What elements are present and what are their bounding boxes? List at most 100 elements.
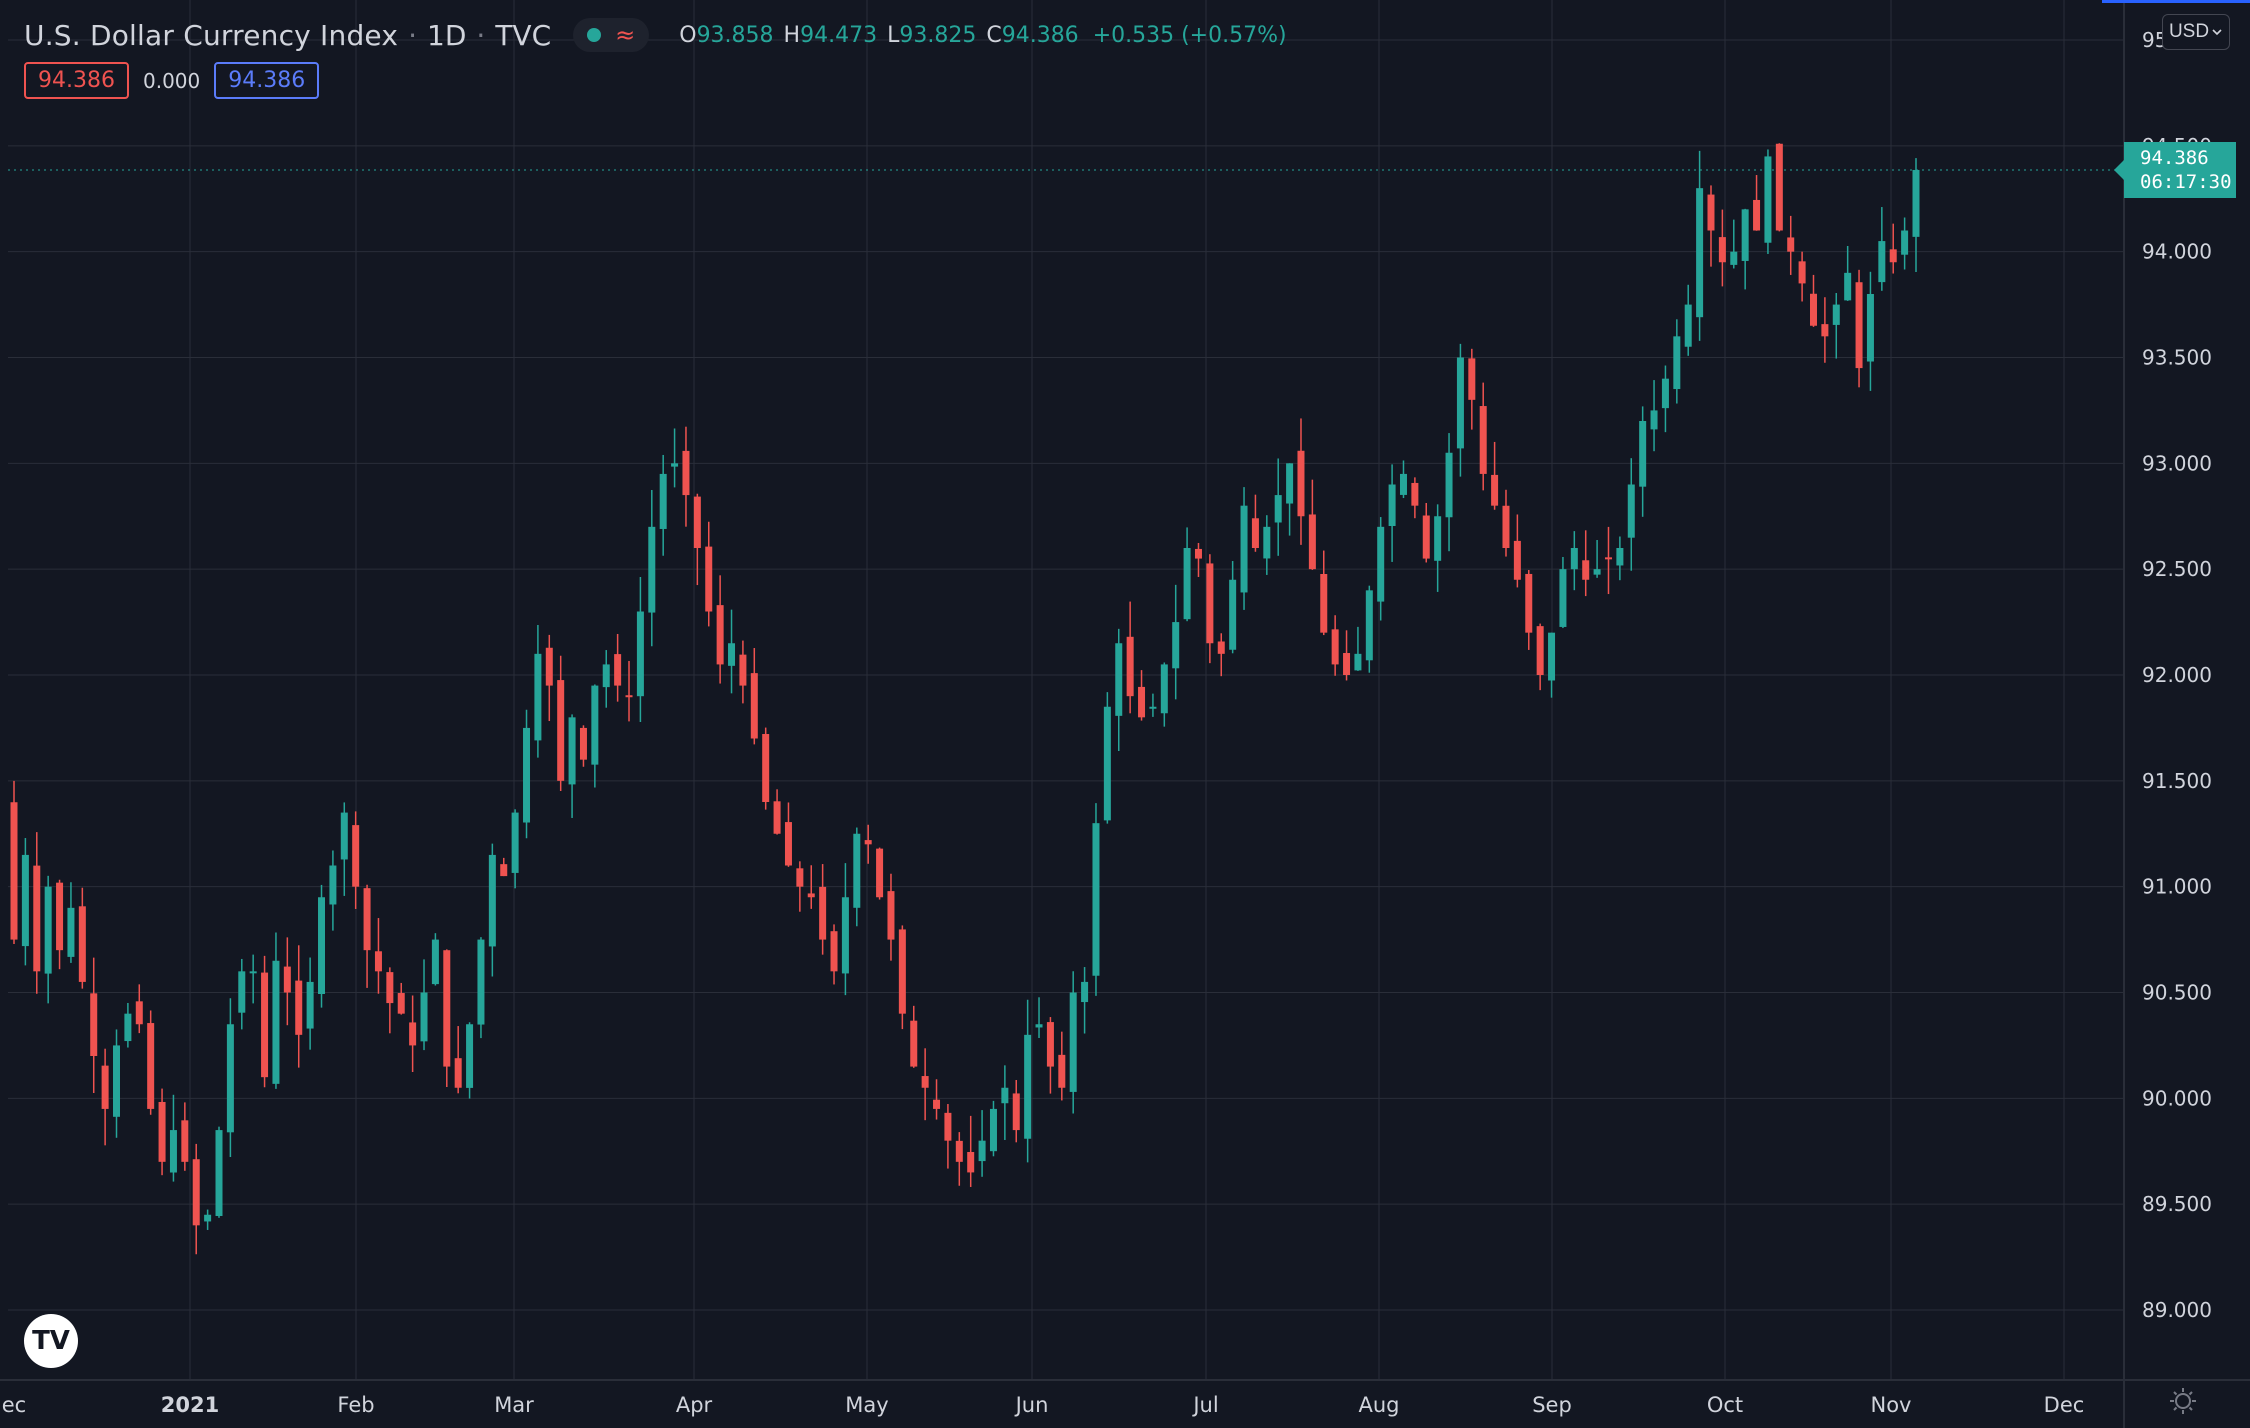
candle-body bbox=[56, 882, 64, 951]
candle bbox=[1445, 433, 1453, 552]
candle bbox=[101, 1048, 109, 1146]
candle-body bbox=[1809, 293, 1817, 326]
candle bbox=[44, 875, 52, 1004]
candle bbox=[1012, 1080, 1020, 1143]
interval-label[interactable]: 1D bbox=[427, 18, 467, 52]
candle bbox=[374, 918, 382, 994]
candle-body bbox=[1251, 518, 1259, 548]
candle bbox=[409, 995, 417, 1072]
candle bbox=[1194, 542, 1202, 577]
candle-body bbox=[1559, 569, 1567, 627]
candle bbox=[454, 1026, 462, 1094]
candle-body bbox=[1456, 357, 1464, 449]
indicator-value-box[interactable]: 94.386 bbox=[214, 62, 320, 99]
candle-body bbox=[340, 812, 348, 860]
candle-body bbox=[807, 893, 815, 898]
candle-body bbox=[1103, 706, 1111, 821]
price-tick-label: 90.000 bbox=[2142, 1086, 2212, 1110]
separator: · bbox=[476, 18, 486, 52]
candle-body bbox=[1115, 643, 1123, 716]
candle-body bbox=[1388, 484, 1396, 527]
candle-body bbox=[1399, 473, 1407, 495]
tradingview-logo-icon[interactable]: TV bbox=[24, 1314, 78, 1368]
candle bbox=[853, 827, 861, 927]
time-tick-label: 2021 bbox=[161, 1393, 219, 1417]
candle bbox=[716, 575, 724, 684]
candle-body bbox=[955, 1140, 963, 1162]
candle-body bbox=[1661, 378, 1669, 409]
symbol-header: U.S. Dollar Currency Index · 1D · TVC ≈ … bbox=[24, 14, 1287, 56]
candle-body bbox=[1525, 573, 1533, 633]
time-axis[interactable]: ec 2021 Feb Mar Apr May Jun Jul Aug Sep Oct Nov Dec bbox=[0, 1379, 2250, 1417]
candle bbox=[124, 1002, 132, 1048]
candle bbox=[1331, 615, 1339, 676]
candle-body bbox=[1206, 563, 1214, 644]
candle-body bbox=[728, 643, 736, 666]
candle-body bbox=[819, 886, 827, 940]
candle bbox=[1058, 1031, 1066, 1101]
candle bbox=[283, 937, 291, 1026]
candle-body bbox=[1741, 209, 1749, 261]
candle-body bbox=[443, 950, 451, 1067]
candle bbox=[1661, 365, 1669, 433]
time-tick-label: ec bbox=[2, 1393, 26, 1417]
candle bbox=[1718, 209, 1726, 287]
low-value: 93.825 bbox=[899, 22, 977, 48]
candle bbox=[397, 982, 405, 1015]
candle bbox=[978, 1110, 986, 1177]
candle-body bbox=[1718, 237, 1726, 263]
candle bbox=[1092, 803, 1100, 996]
candle-body bbox=[1479, 406, 1487, 474]
candle-body bbox=[169, 1130, 177, 1173]
price-tick-label: 91.000 bbox=[2142, 875, 2212, 899]
candle-body bbox=[1604, 557, 1612, 560]
last-price-value: 94.386 bbox=[2140, 146, 2209, 169]
candle-body bbox=[1570, 548, 1578, 570]
candle bbox=[56, 879, 64, 970]
gear-icon[interactable] bbox=[2168, 1386, 2198, 1416]
candle-body bbox=[830, 931, 838, 972]
candle-body bbox=[648, 526, 656, 613]
candle-body bbox=[1673, 336, 1681, 390]
candle bbox=[169, 1094, 177, 1182]
candle-body bbox=[1308, 514, 1316, 570]
candle-body bbox=[1468, 358, 1476, 400]
candle-body bbox=[967, 1152, 975, 1173]
candle-body bbox=[1160, 664, 1168, 714]
candle bbox=[1103, 692, 1111, 824]
candle bbox=[864, 824, 872, 864]
candle-body bbox=[1707, 194, 1715, 231]
candle bbox=[1274, 458, 1282, 556]
candle-body bbox=[261, 972, 269, 1078]
candle-body bbox=[693, 496, 701, 548]
candle bbox=[1741, 208, 1749, 290]
candle bbox=[1081, 967, 1089, 1034]
indicator-value-box[interactable]: 94.386 bbox=[24, 62, 129, 99]
candle bbox=[728, 609, 736, 694]
candle bbox=[272, 932, 280, 1089]
candle-body bbox=[500, 864, 508, 877]
candle-body bbox=[1878, 241, 1886, 283]
candle-body bbox=[226, 1024, 234, 1133]
candle bbox=[693, 493, 701, 586]
price-axis[interactable]: 89.000 89.500 90.000 90.500 91.000 91.500 92.0… bbox=[2123, 0, 2212, 1428]
candle bbox=[1046, 1017, 1054, 1094]
candle bbox=[796, 861, 804, 912]
candle-body bbox=[113, 1045, 121, 1117]
candle bbox=[10, 780, 18, 944]
candle bbox=[329, 850, 337, 931]
candle bbox=[887, 873, 895, 961]
candle bbox=[1183, 527, 1191, 622]
candle bbox=[1491, 441, 1499, 510]
candle-body bbox=[716, 605, 724, 665]
candle bbox=[671, 428, 679, 488]
currency-select[interactable]: USD bbox=[2162, 14, 2230, 50]
market-status[interactable]: ≈ bbox=[573, 18, 650, 52]
candle-body bbox=[33, 865, 41, 972]
candle bbox=[500, 857, 508, 877]
symbol-title[interactable]: U.S. Dollar Currency Index bbox=[24, 18, 399, 52]
candle-body bbox=[705, 546, 713, 612]
time-tick-label: Jul bbox=[1191, 1393, 1218, 1417]
candle-body bbox=[876, 848, 884, 898]
